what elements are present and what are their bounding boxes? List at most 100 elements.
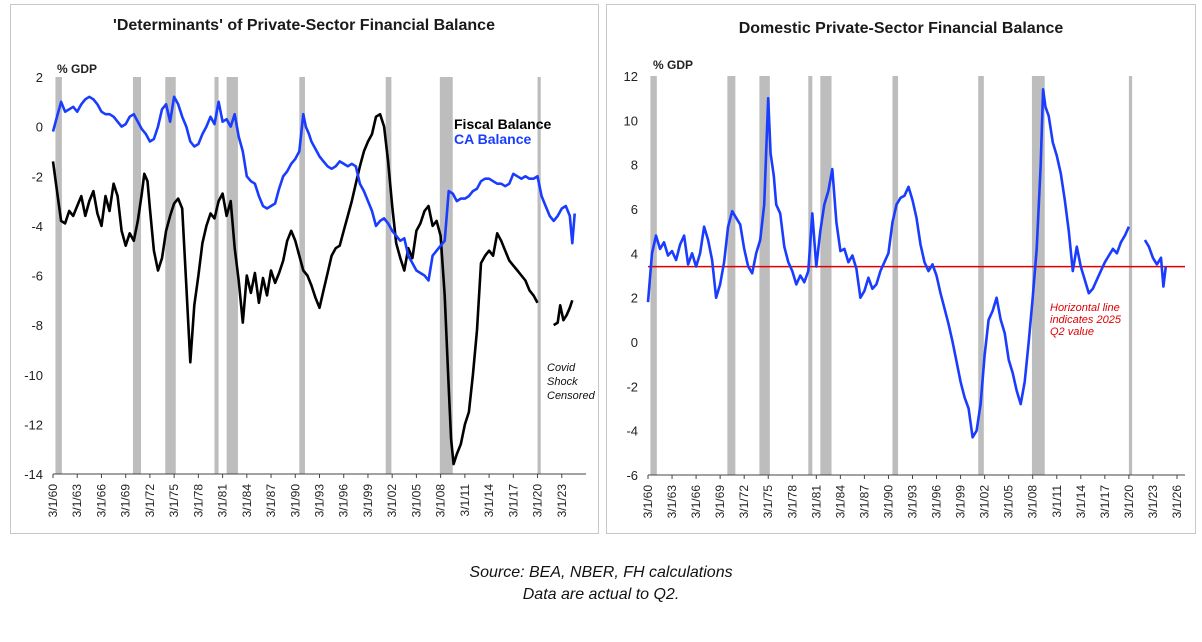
- x-tick-label: 3/1/11: [1050, 485, 1064, 518]
- x-tick-label: 3/1/81: [809, 485, 823, 519]
- series-line-fiscal-balance: [553, 299, 574, 327]
- x-tick-label: 3/1/14: [1074, 485, 1088, 519]
- x-tick-label: 3/1/87: [264, 484, 278, 518]
- y-tick-label: -12: [24, 417, 43, 432]
- legend-ca-balance: CA Balance: [454, 131, 532, 147]
- x-tick-label: 3/1/90: [881, 485, 895, 519]
- source-text: Source: BEA, NBER, FH calculations: [469, 564, 733, 581]
- x-tick-label: 3/1/08: [434, 484, 448, 518]
- x-tick-label: 3/1/84: [240, 484, 254, 518]
- recession-bar: [385, 77, 392, 474]
- x-tick-label: 3/1/17: [1098, 485, 1112, 519]
- x-tick-label: 3/1/08: [1026, 485, 1040, 519]
- unit-label: % GDP: [57, 62, 97, 76]
- y-tick-label: 8: [631, 158, 638, 173]
- recession-bar: [808, 76, 813, 475]
- x-tick-label: 3/1/11: [458, 484, 472, 517]
- series-line-ca-balance: [51, 95, 576, 282]
- x-tick-label: 3/1/93: [313, 484, 327, 518]
- y-tick-label: 0: [631, 335, 638, 350]
- x-tick-label: 3/1/63: [70, 484, 84, 518]
- chart-title: Domestic Private-Sector Financial Balanc…: [739, 20, 1064, 37]
- unit-label: % GDP: [653, 58, 693, 72]
- recession-bar: [892, 76, 899, 475]
- annotation-covid: Covid: [547, 362, 576, 374]
- recession-bar: [1128, 76, 1133, 475]
- y-tick-label: -14: [24, 467, 43, 482]
- x-tick-label: 3/1/20: [531, 484, 545, 518]
- annotation-covid: Shock: [547, 376, 578, 388]
- series-line-balance: [646, 88, 1131, 439]
- x-tick-label: 3/1/05: [409, 484, 423, 518]
- x-tick-label: 3/1/69: [119, 484, 133, 518]
- recession-bar: [650, 76, 657, 475]
- x-tick-label: 3/1/23: [555, 484, 569, 518]
- x-tick-label: 3/1/99: [361, 484, 375, 518]
- y-tick-label: -8: [31, 318, 43, 333]
- recession-bar: [299, 77, 305, 474]
- x-tick-label: 3/1/02: [978, 485, 992, 519]
- recession-bar: [537, 77, 541, 474]
- y-tick-label: -6: [31, 269, 43, 284]
- x-tick-label: 3/1/66: [689, 485, 703, 519]
- x-tick-label: 3/1/72: [737, 485, 751, 519]
- annotation-reference: Horizontal line: [1050, 302, 1120, 314]
- x-tick-label: 3/1/02: [385, 484, 399, 518]
- x-tick-label: 3/1/81: [216, 484, 230, 518]
- x-tick-label: 3/1/75: [761, 485, 775, 519]
- legend-fiscal-balance: Fiscal Balance: [454, 116, 551, 132]
- annotation-covid: Censored: [547, 390, 596, 402]
- y-tick-label: 10: [624, 113, 638, 128]
- series-line-balance: [1143, 239, 1168, 288]
- y-tick-label: -4: [31, 219, 43, 234]
- x-tick-label: 3/1/90: [288, 484, 302, 518]
- y-tick-label: -4: [626, 424, 638, 439]
- y-tick-label: 2: [36, 70, 43, 85]
- y-tick-label: 12: [624, 69, 638, 84]
- x-tick-label: 3/1/84: [833, 485, 847, 519]
- y-tick-label: 4: [631, 246, 638, 261]
- chart-title: 'Determinants' of Private-Sector Financi…: [113, 17, 495, 34]
- x-tick-label: 3/1/96: [337, 484, 351, 518]
- recession-bar: [165, 77, 176, 474]
- right-chart-panel: Domestic Private-Sector Financial Balanc…: [606, 4, 1196, 534]
- x-tick-label: 3/1/75: [167, 484, 181, 518]
- x-tick-label: 3/1/72: [143, 484, 157, 518]
- recession-bar: [727, 76, 736, 475]
- data-note-text: Data are actual to Q2.: [522, 586, 680, 603]
- x-tick-label: 3/1/99: [954, 485, 968, 519]
- y-tick-label: -2: [626, 379, 638, 394]
- annotation-reference: Q2 value: [1050, 326, 1094, 338]
- x-tick-label: 3/1/78: [785, 485, 799, 519]
- recession-bar: [820, 76, 832, 475]
- x-tick-label: 3/1/66: [94, 484, 108, 518]
- x-tick-label: 3/1/63: [665, 485, 679, 519]
- y-tick-label: 6: [631, 202, 638, 217]
- source-note: Source: BEA, NBER, FH calculations Data …: [0, 562, 1202, 606]
- recession-bar: [759, 76, 770, 475]
- recession-bar: [214, 77, 219, 474]
- recession-bar: [1031, 76, 1045, 475]
- x-tick-label: 3/1/20: [1122, 485, 1136, 519]
- x-tick-label: 3/1/60: [46, 484, 60, 518]
- recession-bar: [132, 77, 142, 474]
- left-chart: 'Determinants' of Private-Sector Financi…: [24, 17, 596, 518]
- recession-bar: [226, 77, 238, 474]
- x-tick-label: 3/1/14: [482, 484, 496, 518]
- x-tick-label: 3/1/87: [857, 485, 871, 519]
- x-tick-label: 3/1/23: [1146, 485, 1160, 519]
- y-tick-label: 2: [631, 291, 638, 306]
- recession-bar: [978, 76, 984, 475]
- x-tick-label: 3/1/96: [930, 485, 944, 519]
- annotation-reference: indicates 2025: [1050, 314, 1122, 326]
- x-tick-label: 3/1/60: [641, 485, 655, 519]
- x-tick-label: 3/1/78: [191, 484, 205, 518]
- right-chart: Domestic Private-Sector Financial Balanc…: [624, 20, 1185, 519]
- left-chart-panel: 'Determinants' of Private-Sector Financi…: [10, 4, 599, 534]
- y-tick-label: -2: [31, 169, 43, 184]
- x-tick-label: 3/1/26: [1170, 485, 1184, 519]
- recession-bar: [439, 77, 453, 474]
- x-tick-label: 3/1/69: [713, 485, 727, 519]
- recession-bar: [55, 77, 62, 474]
- y-tick-label: -6: [626, 468, 638, 483]
